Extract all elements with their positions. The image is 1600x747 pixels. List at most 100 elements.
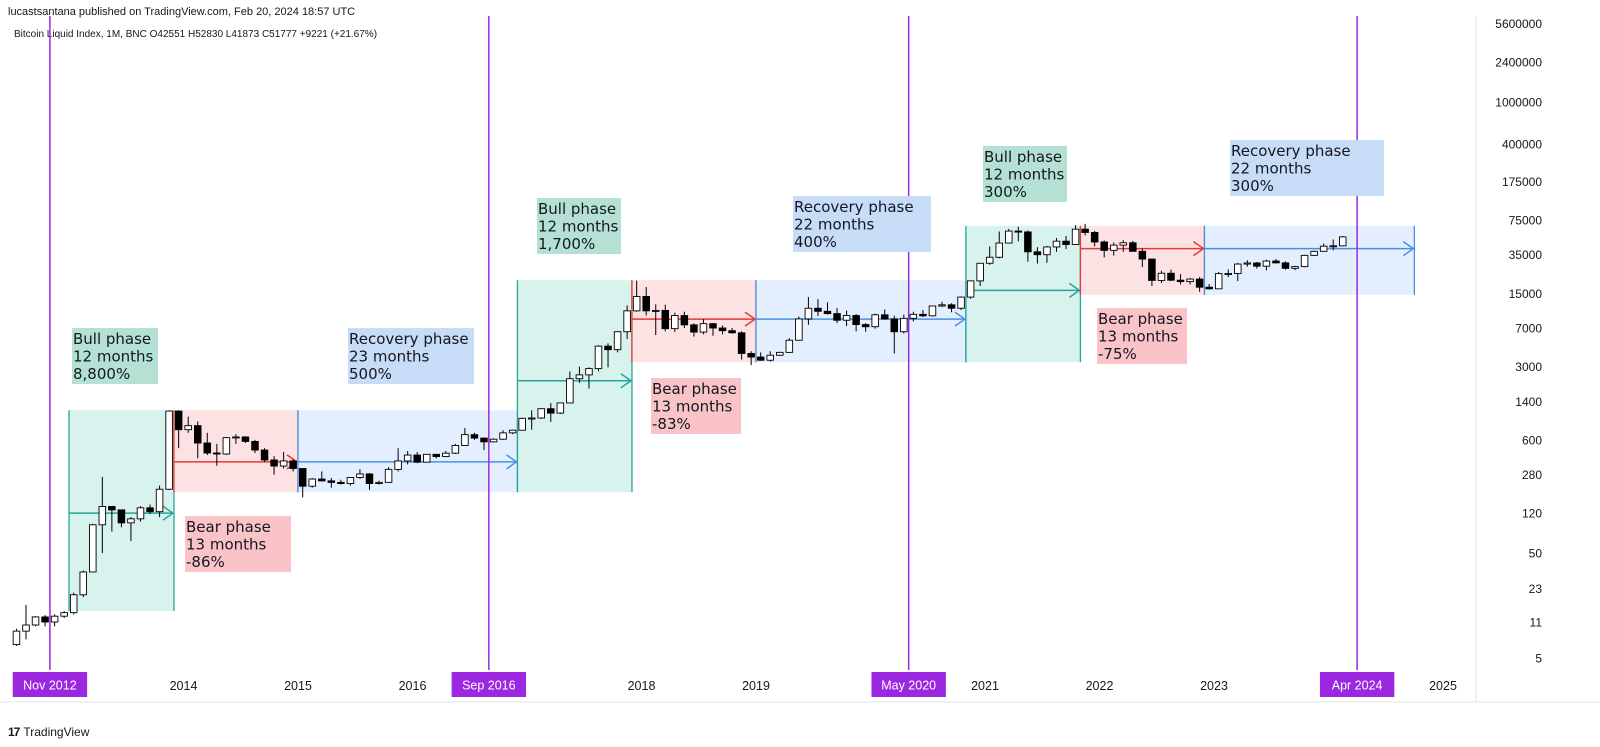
candle-body bbox=[1081, 228, 1089, 233]
footer-brand[interactable]: TradingView bbox=[23, 725, 90, 739]
candle-body bbox=[747, 353, 755, 358]
candle bbox=[833, 307, 841, 324]
candle-body bbox=[136, 507, 145, 520]
candle-body bbox=[289, 460, 297, 469]
candle-body bbox=[690, 324, 698, 333]
candle-body bbox=[938, 304, 946, 307]
phase-label-line1: Bear phase bbox=[1098, 310, 1183, 328]
candle bbox=[718, 325, 727, 335]
candle-body bbox=[451, 444, 460, 454]
candle-body bbox=[833, 313, 841, 321]
candle-body bbox=[795, 318, 803, 341]
time-axis-tick: 2021 bbox=[971, 679, 999, 693]
candle-body bbox=[909, 313, 918, 319]
candle-body bbox=[547, 408, 555, 414]
price-axis-tick: 5 bbox=[1535, 651, 1542, 665]
price-axis-tick: 600 bbox=[1522, 433, 1542, 447]
candle bbox=[165, 410, 173, 490]
candle bbox=[1090, 230, 1099, 247]
phase-label-line1: Recovery phase bbox=[794, 198, 914, 216]
candle-body bbox=[1319, 245, 1328, 252]
candle-body bbox=[1071, 228, 1080, 245]
phase-box bbox=[517, 280, 632, 493]
candle bbox=[651, 304, 660, 336]
phase-label-line2: 22 months bbox=[794, 216, 875, 234]
phase-box bbox=[965, 225, 1081, 363]
phase-label-line2: 12 months bbox=[73, 348, 154, 366]
candle-body bbox=[1129, 242, 1137, 252]
phase-label-bg bbox=[185, 516, 291, 572]
candle-body bbox=[442, 452, 450, 458]
phase-label-line3: 300% bbox=[1231, 177, 1274, 195]
candles bbox=[12, 223, 1347, 646]
candle-body bbox=[518, 417, 526, 431]
candle bbox=[184, 416, 192, 433]
candle bbox=[795, 316, 803, 341]
candle bbox=[241, 436, 250, 444]
candle bbox=[1243, 260, 1252, 267]
candle-body bbox=[671, 315, 679, 330]
candle-body bbox=[737, 332, 746, 354]
price-axis-tick: 75000 bbox=[1509, 214, 1543, 228]
price-axis-tick: 15000 bbox=[1509, 287, 1543, 301]
candle-body bbox=[356, 473, 364, 478]
candle bbox=[22, 604, 30, 640]
candle bbox=[136, 506, 145, 522]
candle-body bbox=[1253, 262, 1261, 267]
candle-body bbox=[165, 410, 173, 490]
candle-body bbox=[527, 417, 536, 420]
phase-label-line1: Recovery phase bbox=[349, 330, 469, 348]
candle bbox=[909, 311, 918, 322]
candle bbox=[985, 246, 994, 265]
candle bbox=[823, 302, 832, 315]
candle-body bbox=[69, 594, 78, 614]
candle-body bbox=[184, 425, 192, 431]
candle-body bbox=[632, 295, 641, 312]
candle bbox=[1205, 283, 1213, 290]
phase-label-line2: 13 months bbox=[652, 398, 733, 416]
candle-body bbox=[585, 368, 593, 376]
candle bbox=[422, 453, 431, 463]
candle bbox=[193, 421, 202, 459]
candle bbox=[537, 408, 545, 419]
candle bbox=[1214, 272, 1223, 290]
phase-recovery-8 bbox=[1203, 225, 1416, 295]
phase-label-line3: 500% bbox=[349, 365, 392, 383]
candle-body bbox=[985, 256, 994, 264]
candle-body bbox=[890, 318, 899, 333]
candle bbox=[632, 280, 641, 312]
phase-arrow-head bbox=[620, 373, 633, 389]
candle-body bbox=[1005, 230, 1013, 244]
publisher-line: lucastsantana published on TradingView.c… bbox=[8, 6, 356, 18]
phase-label-line3: 1,700% bbox=[538, 235, 595, 253]
candle bbox=[1052, 238, 1061, 252]
candle bbox=[671, 312, 679, 333]
axes: Nov 2012 Sep 2016 May 2020 Apr 2024 2014 2015… bbox=[0, 16, 1600, 703]
halving-date-label: Nov 2012 bbox=[23, 679, 77, 693]
candle bbox=[337, 479, 345, 485]
candle bbox=[737, 331, 746, 360]
phase-arrow-head bbox=[744, 311, 757, 327]
candle-body bbox=[270, 459, 278, 467]
candle-body bbox=[327, 480, 336, 483]
candle bbox=[1234, 262, 1242, 282]
candle-body bbox=[413, 454, 421, 463]
candle-body bbox=[1186, 278, 1194, 283]
candle bbox=[785, 338, 794, 353]
candle-body bbox=[995, 242, 1003, 258]
candle bbox=[1224, 269, 1232, 278]
candle-body bbox=[260, 449, 269, 461]
phase-label-line3: 300% bbox=[984, 183, 1027, 201]
candle-body bbox=[556, 402, 565, 414]
candle bbox=[1272, 259, 1280, 264]
candle-body bbox=[823, 310, 832, 315]
candle-body bbox=[432, 453, 441, 458]
candle bbox=[1071, 225, 1080, 246]
price-axis-tick: 120 bbox=[1522, 507, 1542, 521]
phase-label-line3: -75% bbox=[1098, 345, 1137, 363]
candle bbox=[1129, 240, 1137, 252]
phase-label-line2: 23 months bbox=[349, 348, 430, 366]
